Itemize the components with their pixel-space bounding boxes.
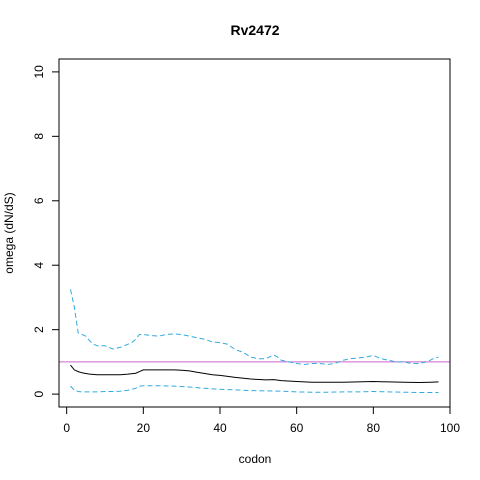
y-tick-label: 0 <box>32 390 46 397</box>
x-tick-label: 40 <box>213 421 227 435</box>
y-tick-label: 10 <box>32 65 46 79</box>
y-tick-label: 2 <box>32 326 46 333</box>
lower-bound-line <box>70 385 439 393</box>
upper-bound-line <box>70 289 439 366</box>
plot-frame <box>58 58 451 408</box>
plot-marks <box>59 289 450 393</box>
x-tick-label: 80 <box>367 421 381 435</box>
x-tick-label: 60 <box>290 421 304 435</box>
y-axis-label: omega (dN/dS) <box>2 192 16 273</box>
x-tick-label: 100 <box>440 421 460 435</box>
axis-ticks: 0 20 40 60 80 100 0 2 4 6 8 10 <box>32 65 460 435</box>
chart-title: Rv2472 <box>230 22 279 38</box>
x-axis-label: codon <box>239 452 272 466</box>
y-tick-label: 8 <box>32 133 46 140</box>
omega-estimate-line <box>70 364 439 384</box>
y-tick-label: 4 <box>32 262 46 269</box>
x-tick-label: 0 <box>63 421 70 435</box>
y-tick-label: 6 <box>32 197 46 204</box>
x-tick-label: 20 <box>137 421 151 435</box>
